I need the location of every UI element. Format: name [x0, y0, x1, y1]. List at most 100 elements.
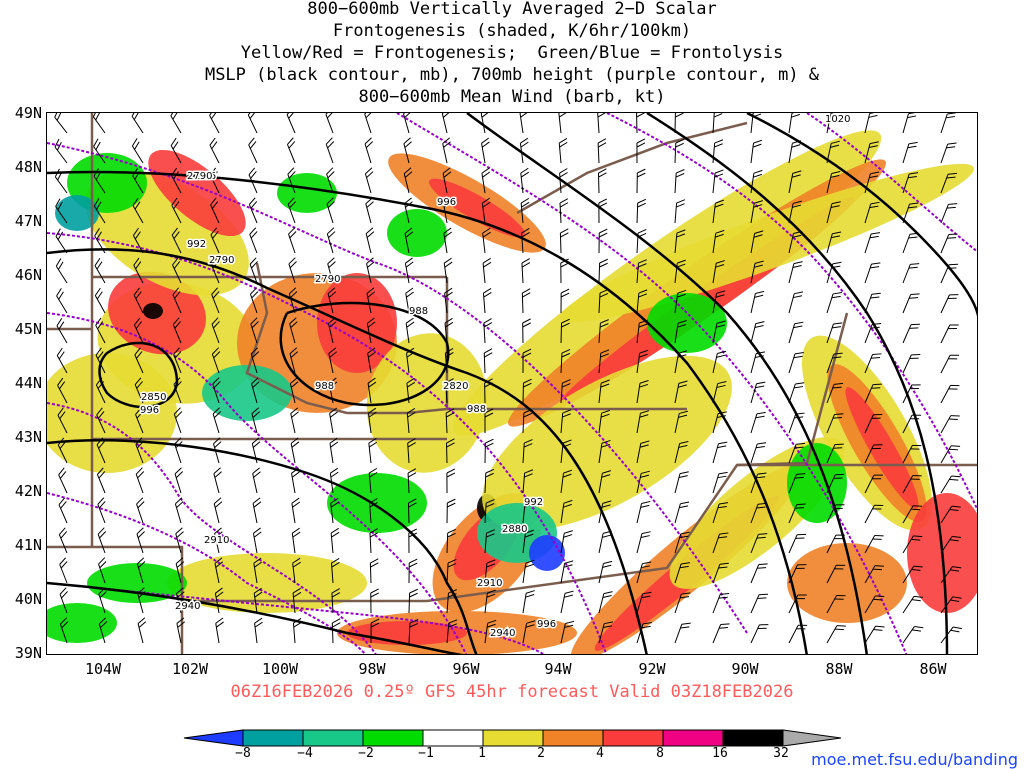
wind-barb [597, 113, 607, 133]
wind-barb [522, 259, 531, 283]
wind-barb [483, 258, 493, 283]
wind-barb [751, 621, 768, 646]
lon-label: 104W [73, 660, 133, 678]
wind-barb [903, 351, 920, 376]
lon-label: 98W [342, 660, 402, 678]
wind-barb [444, 258, 455, 283]
lon-label: 90W [715, 660, 775, 678]
wind-barb [520, 168, 531, 193]
lat-label: 40N [0, 590, 42, 608]
wind-barb [903, 381, 921, 406]
wind-barb [53, 139, 74, 163]
wind-barb [213, 468, 227, 493]
colorbar-left-arrow [184, 730, 243, 746]
wind-barb [827, 290, 842, 315]
frontogenesis-map: 9969929889889889969929961020996279027902… [47, 113, 978, 655]
wind-barb [137, 618, 151, 643]
credit-link[interactable]: moe.met.fsu.edu/banding [811, 750, 1018, 769]
wind-barb [58, 558, 74, 583]
wind-barb [675, 199, 685, 224]
mslp-contour-label: 1020 [825, 114, 850, 125]
wind-barb [248, 228, 264, 253]
wind-barb [93, 258, 112, 283]
wind-barb [522, 289, 531, 313]
wind-barb [751, 350, 765, 375]
forecast-valid-line: 06Z16FEB2026 0.25º GFS 45hr forecast Val… [0, 682, 1024, 702]
wind-barb [560, 229, 569, 253]
colorbar-tick-label: 2 [521, 746, 561, 761]
wind-barb [903, 291, 920, 316]
wind-barb [941, 201, 957, 226]
wind-barb [789, 380, 804, 405]
wind-barb [675, 470, 689, 495]
height-contour-label: 2910 [477, 578, 502, 589]
colorbar-tick-label: −8 [223, 746, 263, 761]
height-contour-label: 2940 [490, 628, 515, 639]
shading-patch [143, 303, 163, 319]
title-line-5: 800−600mb Mean Wind (barb, kt) [0, 88, 1024, 106]
wind-barb [637, 530, 651, 555]
wind-barb [325, 138, 341, 163]
wind-barb [409, 529, 417, 553]
wind-barb [751, 591, 768, 616]
wind-barb [54, 258, 74, 283]
wind-barb [370, 559, 379, 583]
wind-barb [637, 199, 646, 223]
lat-label: 49N [0, 104, 42, 122]
wind-barb [865, 623, 885, 648]
wind-barb [713, 169, 723, 194]
wind-barb [52, 113, 73, 133]
wind-barb [363, 113, 378, 133]
wind-barb [135, 498, 150, 523]
wind-barb [675, 113, 683, 133]
mslp-contour-label: 996 [437, 197, 456, 208]
colorbar-swatch [363, 730, 423, 746]
wind-barb [331, 528, 341, 553]
wind-barb [637, 169, 645, 193]
colorbar-swatch [303, 730, 363, 746]
wind-barb [484, 349, 493, 373]
wind-barb [173, 438, 188, 463]
lon-label: 96W [436, 660, 496, 678]
wind-barb [903, 113, 917, 135]
wind-barb [135, 468, 151, 493]
wind-barb [903, 261, 919, 286]
wind-barb [208, 138, 226, 163]
lat-label: 47N [0, 212, 42, 230]
wind-barb [54, 229, 74, 253]
state-border [517, 123, 747, 213]
mslp-contour-label: 988 [315, 381, 334, 392]
wind-barb [751, 440, 766, 465]
height-contour-label: 2850 [141, 392, 166, 403]
mslp-contour-label: 996 [140, 405, 159, 416]
colorbar-swatch [483, 730, 543, 746]
wind-barb [675, 139, 684, 163]
wind-barb [903, 321, 920, 346]
height-contour-label: 2910 [204, 535, 229, 546]
wind-barb [751, 410, 766, 435]
shading-patch [387, 209, 447, 257]
mslp-contour-label: 988 [409, 306, 428, 317]
wind-barb [481, 138, 493, 163]
wind-barb [941, 624, 962, 648]
wind-barb [365, 198, 379, 223]
colorbar-swatch [603, 730, 663, 746]
colorbar [0, 728, 1024, 748]
colorbar-tick-label: 32 [761, 746, 801, 761]
lon-label: 92W [622, 660, 682, 678]
lon-label: 88W [809, 660, 869, 678]
lat-label: 42N [0, 482, 42, 500]
mslp-contour-label: 988 [467, 404, 486, 415]
lat-label: 41N [0, 536, 42, 554]
wind-barb [253, 528, 265, 553]
wind-barb [208, 113, 226, 133]
wind-barb [751, 561, 768, 586]
wind-barb [215, 618, 227, 643]
wind-barb [523, 589, 535, 614]
colorbar-tick-label: 16 [700, 746, 740, 761]
lat-label: 44N [0, 374, 42, 392]
wind-barb [130, 113, 150, 133]
wind-barb [286, 138, 302, 163]
wind-barb [941, 113, 956, 136]
